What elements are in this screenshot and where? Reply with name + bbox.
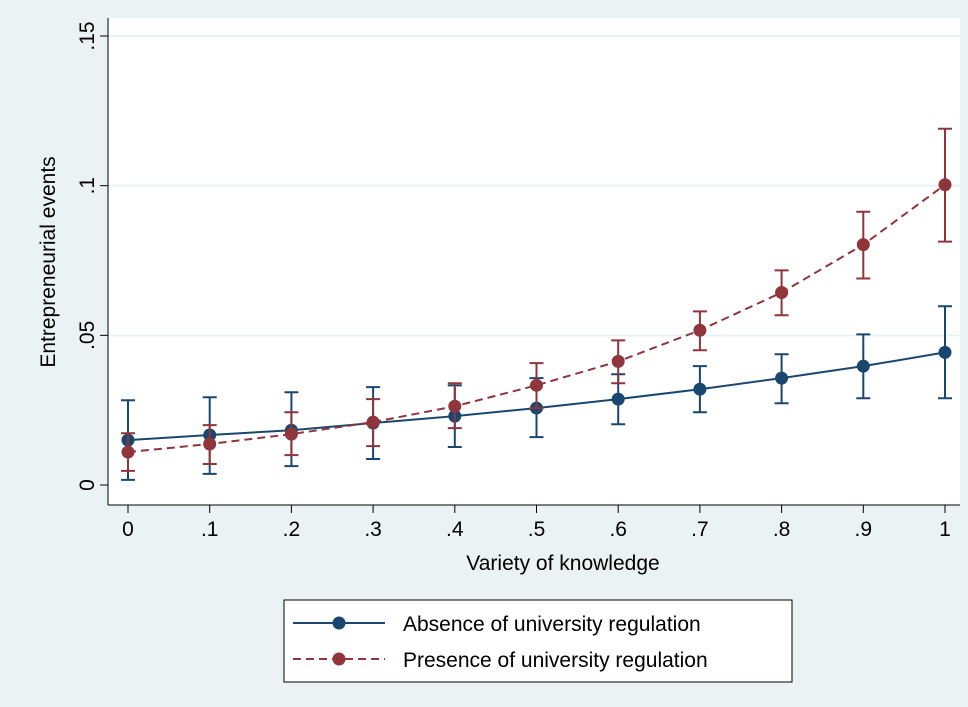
y-tick-label: .1 (76, 177, 99, 195)
marker (775, 286, 789, 300)
y-axis-title: Entrepreneurial events (37, 156, 60, 367)
x-axis-title: Variety of knowledge (466, 552, 659, 575)
marker (121, 445, 135, 459)
legend-marker (332, 652, 346, 666)
x-tick-label: .9 (855, 518, 873, 541)
x-tick-label: .3 (364, 518, 382, 541)
y-tick-label: .05 (76, 321, 99, 350)
x-tick-label: .4 (446, 518, 464, 541)
marker (203, 437, 217, 451)
legend-label: Absence of university regulation (403, 613, 701, 636)
legend-box (283, 599, 793, 683)
x-tick-label: .1 (201, 518, 219, 541)
x-tick-label: 0 (122, 518, 134, 541)
y-tick-label: 0 (76, 479, 99, 491)
x-tick-label: .5 (528, 518, 546, 541)
x-tick-label: .6 (609, 518, 627, 541)
marker (938, 345, 952, 359)
marker (693, 382, 707, 396)
series-line (127, 183, 946, 454)
x-tick-label: .8 (773, 518, 791, 541)
marker (448, 399, 462, 413)
legend-label: Presence of university regulation (403, 649, 708, 672)
marker (693, 323, 707, 337)
legend-marker (332, 616, 346, 630)
marker (856, 359, 870, 373)
marker (530, 378, 543, 392)
plot-area (108, 18, 960, 505)
marker (856, 238, 870, 252)
marker (611, 392, 625, 406)
marker (775, 371, 789, 385)
marker (938, 178, 952, 192)
marker (611, 354, 625, 368)
marker (284, 427, 298, 441)
x-tick-label: .7 (691, 518, 709, 541)
x-tick-label: 1 (939, 518, 951, 541)
marker (366, 415, 380, 429)
x-tick-label: .2 (283, 518, 301, 541)
y-tick-label: .15 (76, 21, 99, 50)
